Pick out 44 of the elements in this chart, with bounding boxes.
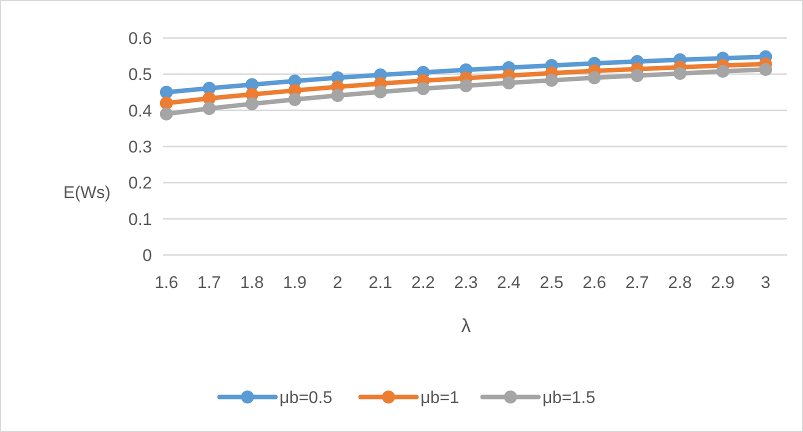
- y-tick-label: 0.5: [128, 65, 152, 84]
- point: [416, 82, 430, 96]
- point: [674, 66, 686, 80]
- x-tick-label: 2.5: [540, 273, 564, 292]
- point: [160, 96, 173, 110]
- x-tick-label: 1.6: [154, 273, 178, 292]
- x-tick-label: 2.8: [668, 273, 692, 292]
- x-tick-label: 2: [332, 273, 342, 292]
- legend-label: μb=0.5: [280, 388, 332, 407]
- point: [288, 92, 302, 106]
- point: [759, 62, 772, 76]
- x-axis-title: λ: [461, 316, 472, 337]
- point: [331, 89, 344, 102]
- point: [160, 86, 173, 99]
- y-tick-label: 0: [142, 246, 152, 265]
- y-tick-label: 0.4: [128, 101, 152, 120]
- point: [374, 85, 387, 98]
- point: [460, 79, 472, 92]
- x-tick-label: 1.9: [282, 273, 307, 292]
- point: [588, 71, 601, 84]
- x-tick-label: 2.1: [368, 273, 392, 292]
- legend-label: μb=1: [420, 388, 460, 407]
- point: [202, 102, 216, 116]
- x-tick-label: 1.8: [240, 273, 264, 292]
- x-tick-label: 2.2: [411, 273, 436, 292]
- y-tick-label: 0.6: [128, 28, 152, 48]
- point: [630, 69, 644, 82]
- y-tick-label: 0.2: [128, 174, 152, 193]
- legend-label: μb=1.5: [542, 388, 596, 407]
- point: [502, 76, 516, 90]
- point: [545, 74, 558, 87]
- x-tick-label: 2.3: [454, 273, 478, 292]
- y-axis-title: E(Ws): [63, 183, 111, 202]
- x-tick-label: 3: [760, 273, 770, 292]
- x-tick-label: 2.6: [582, 273, 606, 292]
- y-tick-label: 0.3: [128, 137, 152, 156]
- point: [160, 107, 173, 120]
- x-tick-label: 1.7: [197, 273, 222, 292]
- point: [246, 97, 258, 110]
- y-tick-label: 0.1: [128, 210, 152, 229]
- x-tick-label: 2.4: [496, 273, 521, 292]
- point: [716, 64, 730, 78]
- x-tick-label: 2.9: [710, 273, 735, 292]
- x-tick-label: 2.7: [625, 273, 650, 292]
